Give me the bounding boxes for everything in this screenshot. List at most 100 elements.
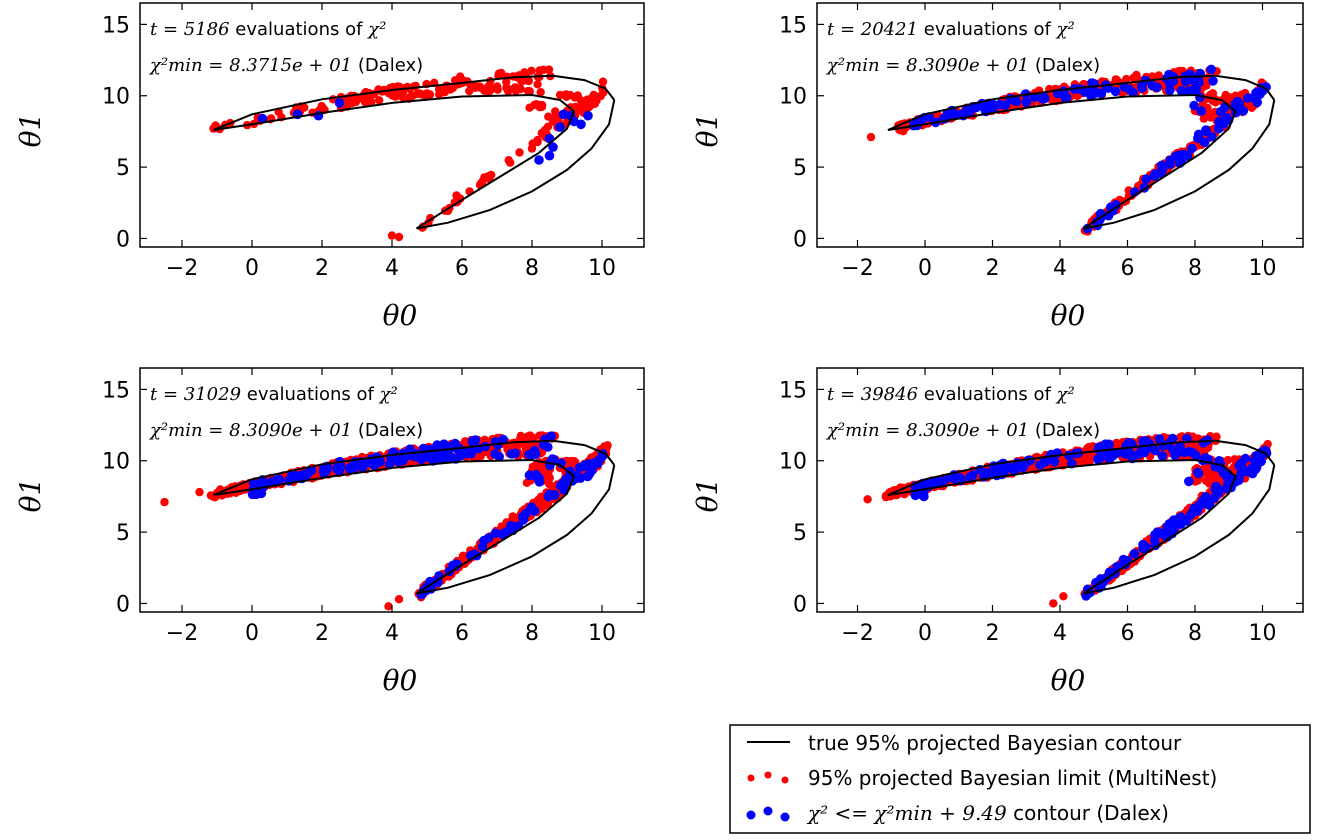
x-axis-label: θ0: [383, 299, 418, 332]
x-tick-label: 0: [245, 621, 259, 646]
legend-blue-dot: [763, 806, 773, 816]
blue-point: [334, 466, 344, 477]
blue-point: [1156, 168, 1166, 178]
red-point: [539, 65, 548, 75]
blue-point: [593, 458, 603, 469]
blue-point: [967, 470, 978, 481]
blue-point: [574, 462, 585, 473]
evaluations-text: evaluations of: [230, 19, 369, 40]
red-point: [1199, 114, 1209, 123]
red-point: [863, 495, 872, 504]
blue-point: [546, 431, 556, 442]
x-tick-label: 2: [315, 256, 329, 281]
red-point: [387, 231, 397, 240]
red-point: [1049, 599, 1058, 608]
x-tick-label: −2: [841, 256, 873, 281]
red-point: [1204, 477, 1213, 486]
blue-point: [955, 473, 966, 483]
y-tick-label: 10: [102, 85, 130, 110]
y-tick-label: 0: [116, 227, 130, 252]
blue-point: [1187, 143, 1197, 154]
blue-point: [510, 448, 521, 459]
red-point: [504, 87, 513, 96]
evaluations-chi: χ²: [1055, 19, 1075, 40]
x-tick-label: 2: [986, 256, 1000, 281]
blue-point: [1104, 439, 1114, 450]
blue-point: [1189, 503, 1199, 514]
x-tick-label: 6: [1121, 256, 1135, 281]
blue-point: [518, 512, 528, 522]
red-point: [866, 132, 876, 142]
blue-point: [1025, 455, 1035, 466]
contour-right-edge: [1083, 464, 1276, 595]
red-point: [598, 77, 608, 86]
true-contour: [213, 439, 616, 595]
chi-min-method: (Dalex): [352, 420, 423, 441]
contour-upper-edge: [887, 439, 1276, 496]
red-point: [576, 96, 586, 105]
y-tick-label: 5: [116, 521, 130, 546]
blue-point: [1210, 484, 1221, 495]
evaluations-chi: χ²: [378, 384, 398, 405]
blue-point: [302, 469, 313, 479]
blue-point: [534, 155, 544, 165]
blue-point: [1243, 93, 1253, 103]
red-point: [440, 88, 449, 97]
blue-point: [1256, 456, 1266, 467]
red-point: [209, 124, 218, 133]
blue-point: [1125, 448, 1135, 459]
blue-point: [483, 533, 494, 543]
blue-point: [508, 522, 518, 532]
legend-blue-dot: [780, 812, 790, 822]
blue-point: [1157, 451, 1168, 461]
blue-point: [1201, 492, 1211, 502]
blue-point: [1189, 100, 1199, 111]
blue-point: [558, 484, 569, 494]
true-contour: [213, 74, 616, 230]
blue-point: [1093, 444, 1104, 455]
chi-min-value: χ²min = 8.3715e + 01: [148, 55, 352, 76]
red-point: [480, 86, 489, 96]
x-tick-label: 0: [245, 256, 259, 281]
blue-point: [1147, 81, 1158, 91]
blue-point: [1199, 137, 1210, 148]
blue-point: [477, 541, 488, 552]
evaluations-chi: χ²: [1055, 384, 1075, 405]
evaluations-chi: χ²: [366, 19, 386, 40]
blue-point: [1191, 84, 1202, 95]
blue-point: [543, 491, 554, 502]
red-point: [518, 77, 527, 86]
contour-upper-edge: [213, 74, 616, 131]
red-point: [533, 135, 542, 145]
blue-point: [256, 488, 267, 499]
blue-point: [1192, 467, 1203, 478]
x-tick-label: 8: [525, 256, 539, 281]
blue-point: [1176, 85, 1187, 96]
evaluations-text: evaluations of: [241, 384, 380, 405]
evaluations-text: evaluations of: [918, 384, 1057, 405]
evaluations-annotation: t = 20421 evaluations of χ²: [827, 19, 1075, 40]
blue-point: [1163, 440, 1174, 450]
y-tick-label: 10: [779, 450, 807, 475]
blue-point: [544, 150, 555, 161]
y-tick-label: 5: [793, 156, 807, 181]
blue-point: [1208, 76, 1218, 86]
x-tick-label: 6: [455, 621, 469, 646]
x-tick-label: 10: [588, 621, 616, 646]
red-point: [394, 595, 404, 604]
red-point: [450, 198, 459, 207]
blue-point: [1021, 97, 1032, 108]
blue-point: [1137, 83, 1147, 93]
blue-point: [1018, 462, 1028, 473]
blue-point: [1197, 499, 1207, 510]
blue-point: [526, 502, 537, 513]
red-point: [494, 69, 504, 78]
red-point: [566, 103, 576, 112]
blue-point: [359, 458, 370, 469]
red-point: [515, 148, 524, 157]
dalex-series: [247, 431, 608, 600]
legend-blue-math: χ² <= χ²min + 9.49: [806, 801, 1007, 825]
x-tick-label: 10: [1249, 256, 1277, 281]
y-tick-label: 10: [779, 85, 807, 110]
blue-point: [1179, 149, 1189, 160]
